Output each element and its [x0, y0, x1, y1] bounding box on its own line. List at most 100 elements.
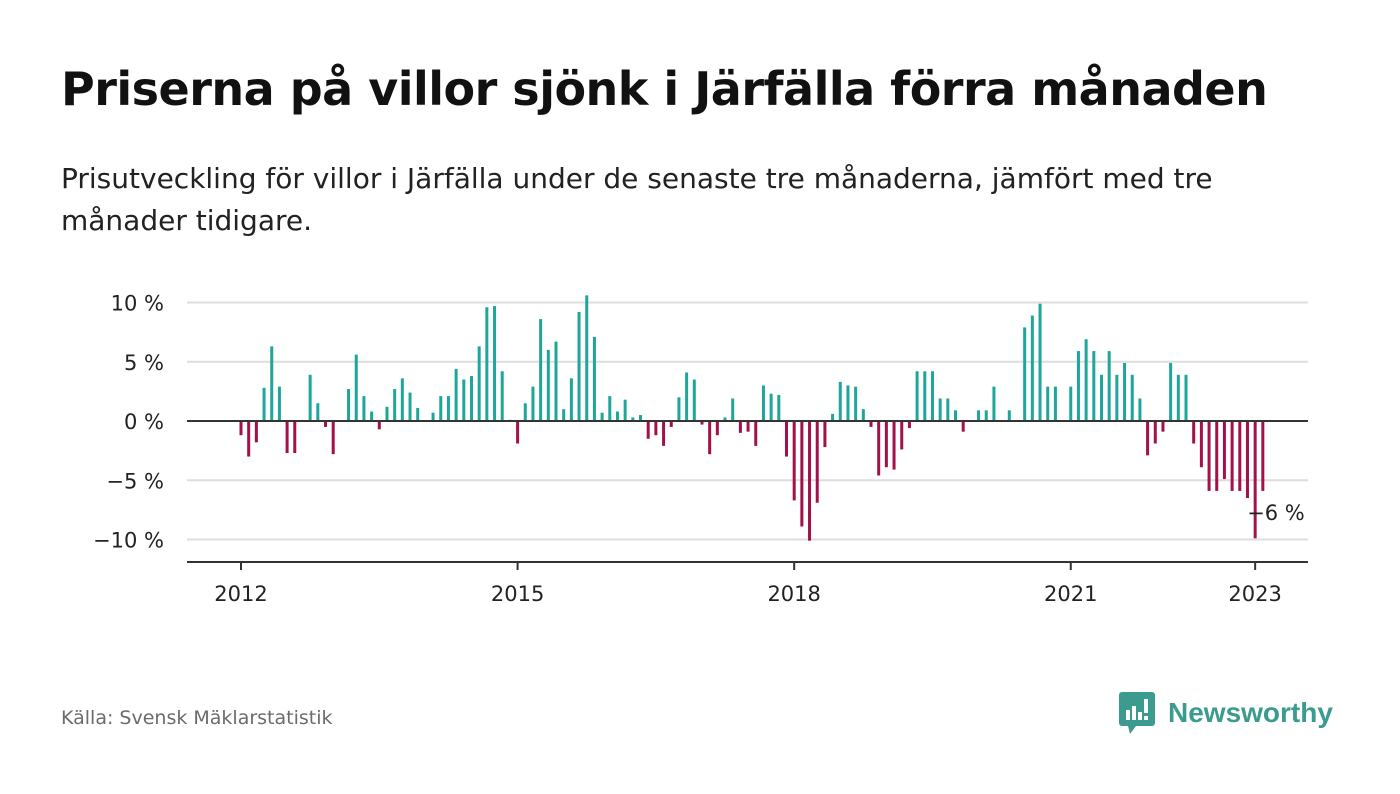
bar	[907, 421, 911, 429]
bar	[1261, 421, 1265, 491]
bar	[1238, 421, 1242, 491]
bar	[439, 396, 443, 421]
bar	[462, 379, 466, 421]
x-tick-label: 2015	[491, 582, 544, 606]
bar	[1138, 398, 1142, 421]
bar	[877, 421, 881, 476]
bar	[1115, 374, 1119, 421]
bar	[669, 421, 673, 427]
bar	[854, 386, 858, 421]
bar	[393, 389, 397, 421]
bar	[1222, 421, 1226, 480]
bar	[938, 398, 942, 421]
bar	[239, 421, 243, 436]
brand-logo[interactable]: Newsworthy	[1118, 691, 1333, 735]
bar	[516, 421, 520, 444]
bar	[500, 371, 504, 421]
bar	[270, 346, 274, 421]
bar	[1123, 362, 1127, 421]
bar	[1230, 421, 1234, 491]
bar	[961, 421, 965, 432]
bar	[1130, 374, 1134, 421]
bar	[600, 412, 604, 421]
bar	[838, 381, 842, 421]
bar	[285, 421, 289, 453]
bar	[377, 421, 381, 430]
bar	[1069, 386, 1073, 421]
x-tick-label: 2012	[214, 582, 267, 606]
bar	[562, 409, 566, 421]
bar	[1176, 374, 1180, 421]
chart-subtitle: Prisutveckling för villor i Järfälla und…	[61, 162, 1213, 237]
bar	[1192, 421, 1196, 444]
bar	[662, 421, 666, 446]
bar	[608, 396, 612, 421]
x-tick-label: 2018	[767, 582, 820, 606]
bar	[293, 421, 297, 453]
bar	[585, 295, 589, 421]
bar	[1092, 351, 1096, 421]
bar	[1007, 410, 1011, 421]
bar	[1215, 421, 1219, 491]
bar	[262, 387, 266, 421]
bar	[370, 411, 374, 421]
bar	[923, 371, 927, 421]
bar	[254, 421, 258, 443]
x-tick-label: 2023	[1228, 582, 1281, 606]
bar	[915, 371, 919, 421]
bar	[639, 415, 643, 421]
y-tick-label: 5 %	[124, 351, 164, 375]
bar	[477, 346, 481, 421]
bar	[1253, 421, 1257, 539]
bar	[469, 375, 473, 421]
bar	[692, 379, 696, 421]
bar	[408, 392, 412, 421]
bar	[946, 398, 950, 421]
bar	[977, 410, 981, 421]
bar	[446, 396, 450, 421]
newsworthy-logo-icon	[1119, 692, 1155, 734]
bar	[592, 336, 596, 421]
bar	[308, 374, 312, 421]
bar	[761, 385, 765, 421]
bar	[992, 386, 996, 421]
brand-name: Newsworthy	[1168, 697, 1333, 728]
bar	[815, 421, 819, 503]
bar	[362, 396, 366, 421]
bar	[577, 311, 581, 421]
bar	[316, 403, 320, 421]
bar	[685, 372, 689, 421]
bar	[754, 421, 758, 446]
bar	[354, 354, 358, 421]
bar	[454, 368, 458, 421]
bar	[277, 386, 281, 421]
bar-chart: 10 % 5 % 0 % −5 % −10 % 2012 2015 2018 2021 2023 −…	[93, 292, 1308, 606]
bar	[631, 417, 635, 421]
bar	[1053, 386, 1057, 421]
bar	[1161, 421, 1165, 432]
bar	[777, 394, 781, 421]
bar	[900, 421, 904, 450]
y-tick-label: 0 %	[124, 410, 164, 434]
bar	[554, 341, 558, 421]
source-note: Källa: Svensk Mäklarstatistik	[61, 707, 333, 729]
bar	[715, 421, 719, 436]
bar	[493, 306, 497, 421]
bar	[1023, 327, 1027, 421]
bar	[808, 421, 812, 541]
bar	[646, 421, 650, 439]
bar	[884, 421, 888, 468]
bar	[331, 421, 335, 455]
y-tick-label: 10 %	[111, 292, 164, 316]
bar	[347, 389, 351, 421]
bar	[954, 410, 958, 421]
bar	[416, 407, 420, 421]
bar	[892, 421, 896, 470]
bar	[1046, 386, 1050, 421]
bar	[708, 421, 712, 455]
bar	[523, 403, 527, 421]
bar	[869, 421, 873, 427]
bar	[539, 319, 543, 421]
bar	[1107, 351, 1111, 421]
bar	[1038, 303, 1042, 421]
